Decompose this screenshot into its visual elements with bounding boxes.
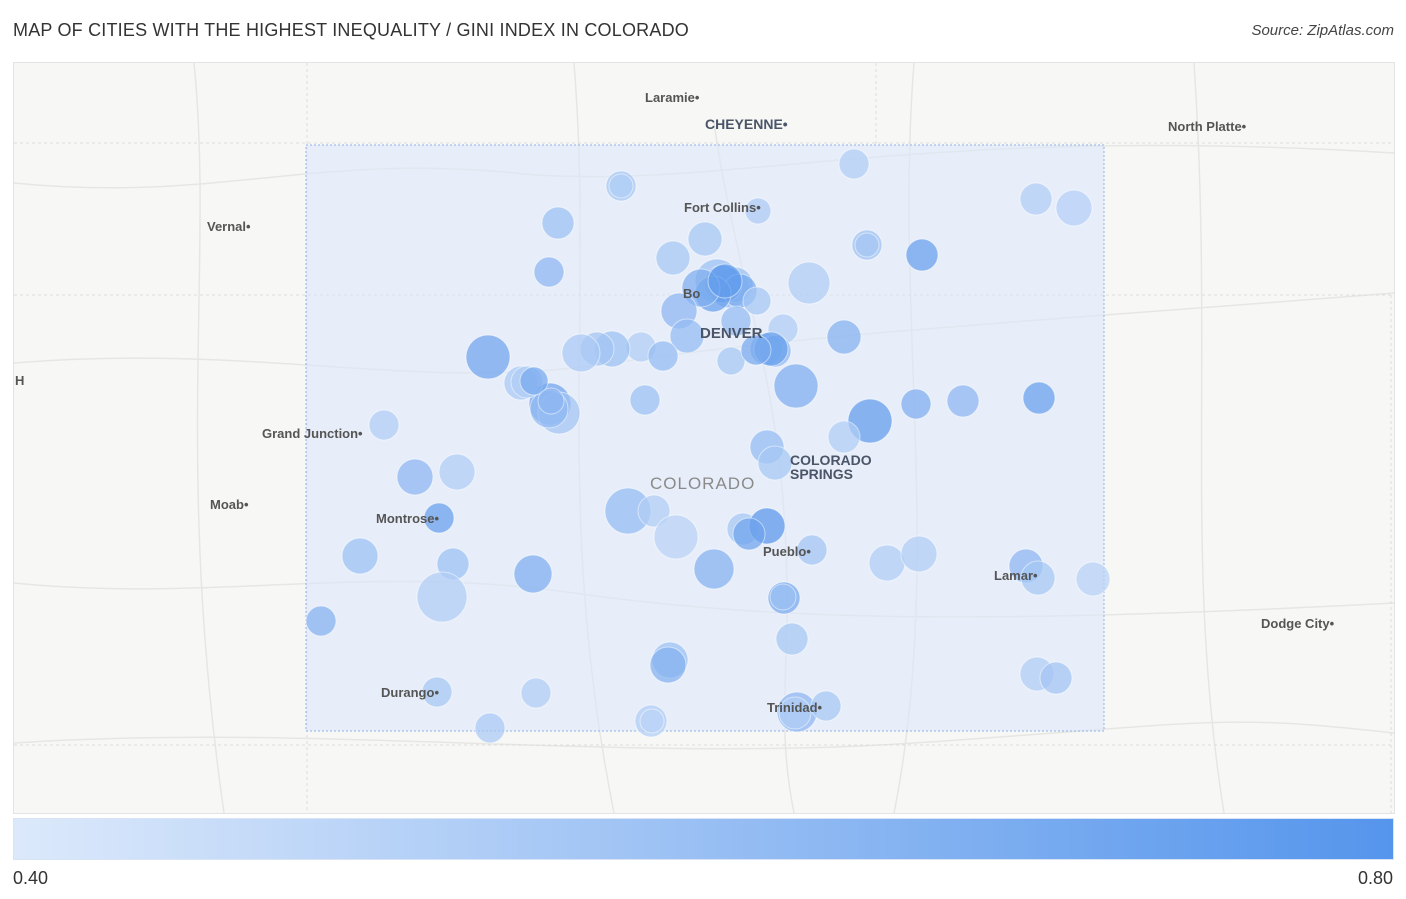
city-bubble[interactable] [796, 534, 828, 566]
city-label: SPRINGS [790, 466, 853, 482]
city-label: Lamar• [994, 568, 1038, 583]
city-bubble[interactable] [465, 334, 511, 380]
city-bubble[interactable] [1055, 189, 1093, 227]
city-label: Vernal• [207, 219, 251, 234]
legend-color-scale [13, 818, 1394, 860]
city-bubble[interactable] [655, 240, 691, 276]
city-bubble[interactable] [513, 554, 553, 594]
city-label: Grand Junction• [262, 426, 363, 441]
city-bubble[interactable] [693, 548, 735, 590]
city-label: Trinidad• [767, 700, 823, 715]
city-bubble[interactable] [900, 535, 938, 573]
city-bubble[interactable] [649, 646, 687, 684]
city-label: Bo [683, 286, 700, 301]
city-label: Montrose• [376, 511, 440, 526]
edge-label: H [15, 373, 24, 388]
city-label: Durango• [381, 685, 439, 700]
city-bubble[interactable] [639, 708, 665, 734]
city-bubble[interactable] [533, 256, 565, 288]
city-bubble[interactable] [423, 502, 455, 534]
city-bubble[interactable] [416, 571, 468, 623]
city-bubble[interactable] [1022, 381, 1056, 415]
city-bubble[interactable] [669, 318, 705, 354]
city-label: CHEYENNE• [705, 116, 788, 132]
city-bubble[interactable] [305, 605, 337, 637]
city-label: COLORADO [790, 452, 872, 468]
city-bubble[interactable] [541, 206, 575, 240]
city-label: Dodge City• [1261, 616, 1335, 631]
city-bubble[interactable] [757, 445, 793, 481]
city-bubble[interactable] [687, 221, 723, 257]
map-canvas[interactable]: Laramie• CHEYENNE• North Platte• Vernal• For… [13, 62, 1395, 814]
city-bubble[interactable] [854, 232, 880, 258]
city-bubble[interactable] [744, 197, 772, 225]
city-bubble[interactable] [474, 712, 506, 744]
city-bubble[interactable] [769, 583, 797, 611]
city-bubble[interactable] [1020, 560, 1056, 596]
city-bubble[interactable] [1039, 661, 1073, 695]
city-bubble[interactable] [707, 263, 743, 299]
city-bubble[interactable] [341, 537, 379, 575]
city-bubble[interactable] [720, 305, 752, 337]
city-bubble[interactable] [629, 384, 661, 416]
city-bubble[interactable] [838, 148, 870, 180]
city-label: Moab• [210, 497, 249, 512]
label-layer: Laramie• CHEYENNE• North Platte• Vernal• For… [15, 90, 1335, 715]
city-label: Fort Collins• [684, 200, 761, 215]
page-title: MAP OF CITIES WITH THE HIGHEST INEQUALIT… [13, 20, 689, 40]
city-bubble[interactable] [396, 458, 434, 496]
city-bubble[interactable] [827, 420, 861, 454]
legend-max-label: 0.80 [1357, 868, 1393, 888]
city-label: DENVER [700, 325, 763, 342]
city-label: Pueblo• [763, 544, 811, 559]
city-bubble[interactable] [716, 346, 746, 376]
state-label: COLORADO [650, 474, 755, 493]
city-bubble[interactable] [740, 334, 772, 366]
city-bubble[interactable] [368, 409, 400, 441]
city-bubble[interactable] [637, 494, 671, 528]
city-bubble[interactable] [537, 387, 565, 415]
bubble-layer [305, 148, 1111, 744]
city-bubble[interactable] [438, 453, 476, 491]
city-bubble[interactable] [647, 340, 679, 372]
city-bubble[interactable] [653, 514, 699, 560]
city-bubble[interactable] [868, 544, 906, 582]
city-bubble[interactable] [520, 677, 552, 709]
city-label: Laramie• [645, 90, 700, 105]
city-bubble[interactable] [946, 384, 980, 418]
city-bubble[interactable] [773, 363, 819, 409]
source-credit: Source: ZipAtlas.com [1251, 22, 1394, 39]
city-bubble[interactable] [561, 333, 601, 373]
city-bubble[interactable] [778, 696, 812, 730]
city-bubble[interactable] [608, 173, 634, 199]
city-bubble[interactable] [732, 517, 766, 551]
city-label: North Platte• [1168, 119, 1247, 134]
city-bubble[interactable] [810, 690, 842, 722]
map-svg: Laramie• CHEYENNE• North Platte• Vernal• For… [14, 63, 1394, 813]
city-bubble[interactable] [905, 238, 939, 272]
city-bubble[interactable] [787, 261, 831, 305]
legend-min-label: 0.40 [13, 868, 49, 888]
city-bubble[interactable] [775, 622, 809, 656]
city-bubble[interactable] [826, 319, 862, 355]
city-bubble[interactable] [1019, 182, 1053, 216]
city-bubble[interactable] [421, 676, 453, 708]
city-bubble[interactable] [742, 286, 772, 316]
city-bubble[interactable] [900, 388, 932, 420]
city-bubble[interactable] [519, 366, 549, 396]
city-bubble[interactable] [1075, 561, 1111, 597]
